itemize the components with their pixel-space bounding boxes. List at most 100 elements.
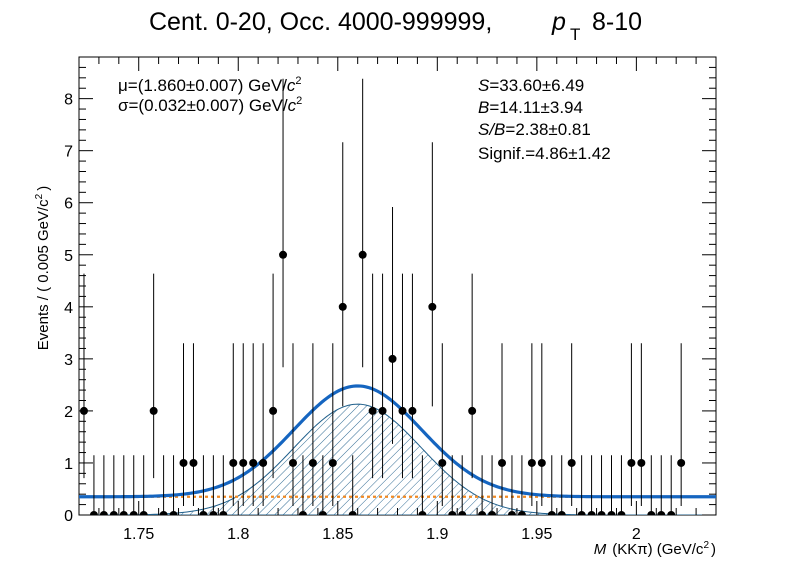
data-point xyxy=(139,511,148,515)
y-tick-label: 6 xyxy=(64,196,73,213)
y-label-close: ) xyxy=(35,186,52,191)
data-point xyxy=(129,511,138,515)
x-tick-label: 1.75 xyxy=(123,526,154,543)
data-point xyxy=(627,458,636,467)
data-point xyxy=(179,458,188,467)
total-fit-line xyxy=(79,384,716,499)
data-point xyxy=(577,511,586,515)
title-main: Cent. 0-20, Occ. 4000-999999, xyxy=(149,8,492,36)
axis-ticks: 1.75 1.8 1.85 1.9 1.95 2 0 1 2 3 4 5 6 7 8 xyxy=(64,57,717,543)
data-point xyxy=(219,511,228,515)
data-point xyxy=(89,511,98,515)
data-point xyxy=(607,511,616,515)
data-point xyxy=(378,406,387,415)
data-point xyxy=(517,511,526,515)
stat-b-value: =14.11±3.94 xyxy=(489,98,583,117)
data-point xyxy=(318,511,327,515)
title-pt-symbol: p xyxy=(551,8,566,36)
data-point xyxy=(298,511,307,515)
data-point xyxy=(597,511,606,515)
data-point xyxy=(368,406,377,415)
y-tick-label: 4 xyxy=(64,300,73,317)
data-point xyxy=(109,511,118,515)
data-point xyxy=(458,511,467,515)
y-tick-label: 7 xyxy=(64,144,73,161)
stat-s-symbol: S xyxy=(478,76,490,95)
data-point xyxy=(189,458,198,467)
data-point xyxy=(647,511,656,515)
stat-sb-value: =2.38±0.81 xyxy=(505,120,590,139)
fit-statistics: S=33.60±6.49 B=14.11±3.94 S/B=2.38±0.81 … xyxy=(478,76,611,163)
mu-unit-exp: 2 xyxy=(295,75,301,87)
fit-parameters: μ=(1.860±0.007) GeV/c2 σ=(0.032±0.007) G… xyxy=(118,75,302,115)
svg-text:μ=(1.860±0.007) GeV/c2: μ=(1.860±0.007) GeV/c2 xyxy=(118,75,302,95)
data-point xyxy=(557,511,566,515)
x-tick-label: 1.95 xyxy=(521,526,552,543)
x-label-text: (KKπ) (GeV/c xyxy=(612,541,704,558)
data-point xyxy=(498,458,507,467)
data-point xyxy=(448,511,457,515)
y-tick-label: 8 xyxy=(64,92,73,109)
data-point xyxy=(209,511,218,515)
data-point xyxy=(288,458,297,467)
data-point xyxy=(507,511,516,515)
signal-component-area xyxy=(79,403,716,515)
data-point xyxy=(159,511,168,515)
data-point xyxy=(527,458,536,467)
data-point xyxy=(119,511,128,515)
x-tick-label: 1.85 xyxy=(322,526,353,543)
data-point xyxy=(547,511,556,515)
x-label-close: ) xyxy=(711,541,716,558)
data-point xyxy=(249,458,258,467)
data-point xyxy=(677,458,686,467)
data-point xyxy=(637,458,646,467)
data-point xyxy=(269,406,278,415)
x-axis-label: M (KKπ) (GeV/c2) xyxy=(594,540,716,558)
y-label-exp: 2 xyxy=(34,193,45,199)
title-pt-subscript: T xyxy=(570,25,580,44)
data-point xyxy=(418,511,427,515)
data-point xyxy=(338,302,347,311)
data-point xyxy=(358,250,367,259)
total-fit-curve xyxy=(79,384,716,499)
svg-text:Events / ( 0.005 GeV/c2): Events / ( 0.005 GeV/c2) xyxy=(34,186,52,350)
svg-text:σ=(0.032±0.007) GeV/c2: σ=(0.032±0.007) GeV/c2 xyxy=(118,95,302,115)
data-point xyxy=(408,406,417,415)
stat-b-symbol: B xyxy=(478,98,489,117)
data-points xyxy=(79,78,686,515)
svg-text:B=14.11±3.94: B=14.11±3.94 xyxy=(478,98,583,117)
data-point xyxy=(428,302,437,311)
svg-text:M(KKπ) (GeV/c2): M (KKπ) (GeV/c2) xyxy=(594,540,716,558)
chart-title: Cent. 0-20, Occ. 4000-999999, p T 8-10 xyxy=(149,8,642,44)
data-point xyxy=(438,458,447,467)
x-tick-label: 1.9 xyxy=(426,526,448,543)
data-point xyxy=(149,406,158,415)
y-tick-label: 0 xyxy=(64,508,73,525)
x-tick-label: 2 xyxy=(632,526,641,543)
x-label-symbol: M xyxy=(594,541,607,558)
title-pt-range: 8-10 xyxy=(592,8,642,36)
svg-text:S/B=2.38±0.81: S/B=2.38±0.81 xyxy=(478,120,591,139)
data-point xyxy=(657,511,666,515)
data-point xyxy=(488,511,497,515)
sigma-text: σ=(0.032±0.007) GeV/ xyxy=(118,96,288,115)
y-tick-label: 5 xyxy=(64,248,73,265)
data-point xyxy=(328,458,337,467)
signal-fill xyxy=(79,403,716,515)
data-point xyxy=(468,406,477,415)
data-point xyxy=(99,511,108,515)
svg-text:S=33.60±6.49: S=33.60±6.49 xyxy=(478,76,584,95)
mu-text: μ=(1.860±0.007) GeV/ xyxy=(118,76,287,95)
stat-significance: Signif.=4.86±1.42 xyxy=(478,144,611,163)
data-point xyxy=(667,511,676,515)
data-point xyxy=(478,511,487,515)
data-point xyxy=(229,458,238,467)
y-tick-label: 3 xyxy=(64,352,73,369)
y-label-text: Events / ( 0.005 GeV/c xyxy=(35,199,52,350)
data-point xyxy=(567,458,576,467)
y-tick-label: 2 xyxy=(64,404,73,421)
data-point xyxy=(308,458,317,467)
stat-s-value: =33.60±6.49 xyxy=(489,76,584,95)
x-label-exp: 2 xyxy=(703,540,709,551)
